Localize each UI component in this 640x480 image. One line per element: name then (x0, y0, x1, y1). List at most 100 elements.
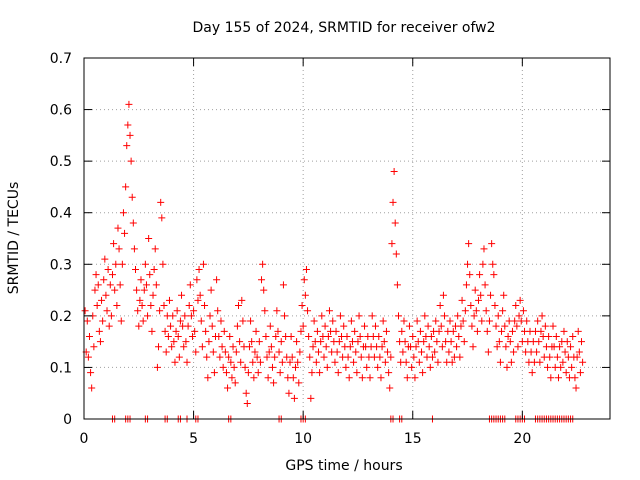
data-point (384, 348, 392, 356)
data-point (181, 312, 189, 320)
data-point (393, 281, 401, 289)
data-point (207, 286, 215, 294)
data-point (98, 296, 106, 304)
data-point (453, 343, 461, 351)
axis-ticks: 0 0.1 0.2 0.3 0.4 0.5 0.6 0.7 0 5 10 15 20 (50, 51, 610, 447)
data-point (386, 384, 394, 392)
data-point (480, 245, 488, 253)
data-point (421, 312, 429, 320)
data-point (258, 276, 266, 284)
data-point (312, 358, 320, 366)
data-point (144, 312, 152, 320)
data-point (379, 317, 387, 325)
data-point (287, 332, 295, 340)
data-point (464, 260, 472, 268)
data-point (325, 307, 333, 315)
data-point (247, 317, 255, 325)
data-point (346, 343, 354, 351)
data-point (419, 369, 427, 377)
data-point (126, 131, 134, 139)
data-point (96, 338, 104, 346)
data-point (519, 307, 527, 315)
data-point (576, 369, 584, 377)
data-point (104, 265, 112, 273)
data-point (395, 312, 403, 320)
data-point (278, 358, 286, 366)
data-point (514, 343, 522, 351)
data-point (300, 276, 308, 284)
data-point (195, 265, 203, 273)
data-point (145, 235, 153, 242)
data-point (358, 374, 366, 382)
data-point (458, 296, 466, 304)
data-point (523, 317, 531, 325)
data-point (552, 332, 560, 340)
data-point (155, 343, 163, 351)
data-point (403, 374, 411, 382)
data-point (254, 369, 262, 377)
data-point (438, 343, 446, 351)
data-point (93, 302, 101, 310)
data-point (139, 317, 147, 325)
data-point (428, 353, 436, 361)
data-point (501, 322, 509, 330)
data-point (462, 281, 470, 289)
data-point (159, 260, 167, 268)
data-point (503, 363, 511, 371)
data-point (366, 374, 374, 382)
data-point (432, 317, 440, 325)
x-axis-title: GPS time / hours (285, 458, 402, 474)
data-point (263, 353, 271, 361)
data-point (279, 281, 287, 289)
data-point (418, 348, 426, 356)
x-tick-label: 0 (80, 431, 89, 447)
data-point (388, 240, 396, 248)
data-point (389, 198, 397, 206)
data-point (374, 363, 382, 371)
data-point (90, 343, 98, 351)
data-point (123, 142, 131, 150)
data-point (333, 348, 341, 356)
data-point (99, 317, 107, 325)
data-point (371, 322, 379, 330)
data-point (308, 369, 316, 377)
data-point (322, 343, 330, 351)
data-point (264, 374, 272, 382)
data-point (439, 291, 447, 299)
data-point (107, 312, 115, 320)
data-point (194, 296, 202, 304)
data-point (87, 369, 95, 377)
data-point (191, 327, 199, 335)
data-point (467, 302, 475, 310)
data-point (184, 322, 192, 330)
data-point (353, 369, 361, 377)
data-point (316, 369, 324, 377)
data-point (512, 302, 520, 310)
data-point (233, 322, 241, 330)
data-point (289, 374, 297, 382)
chart-title: Day 155 of 2024, SRMTID for receiver ofw… (192, 20, 495, 36)
data-point (138, 302, 146, 310)
data-point (496, 358, 504, 366)
data-point (286, 358, 294, 366)
data-point (313, 327, 321, 335)
data-point (547, 374, 555, 382)
data-point (178, 291, 186, 299)
data-point (222, 369, 230, 377)
data-point (354, 338, 362, 346)
data-point (164, 332, 172, 340)
data-point (323, 363, 331, 371)
data-point (202, 327, 210, 335)
data-point (561, 348, 569, 356)
x-tick-label: 20 (513, 431, 531, 447)
x-tick-label: 15 (404, 431, 422, 447)
data-point (209, 348, 217, 356)
data-point (578, 338, 586, 346)
y-tick-label: 0.4 (50, 206, 72, 222)
data-point (484, 348, 492, 356)
data-point (466, 271, 474, 279)
data-point (165, 296, 173, 304)
data-point (140, 286, 148, 294)
data-point (500, 291, 508, 299)
data-point (214, 307, 222, 315)
